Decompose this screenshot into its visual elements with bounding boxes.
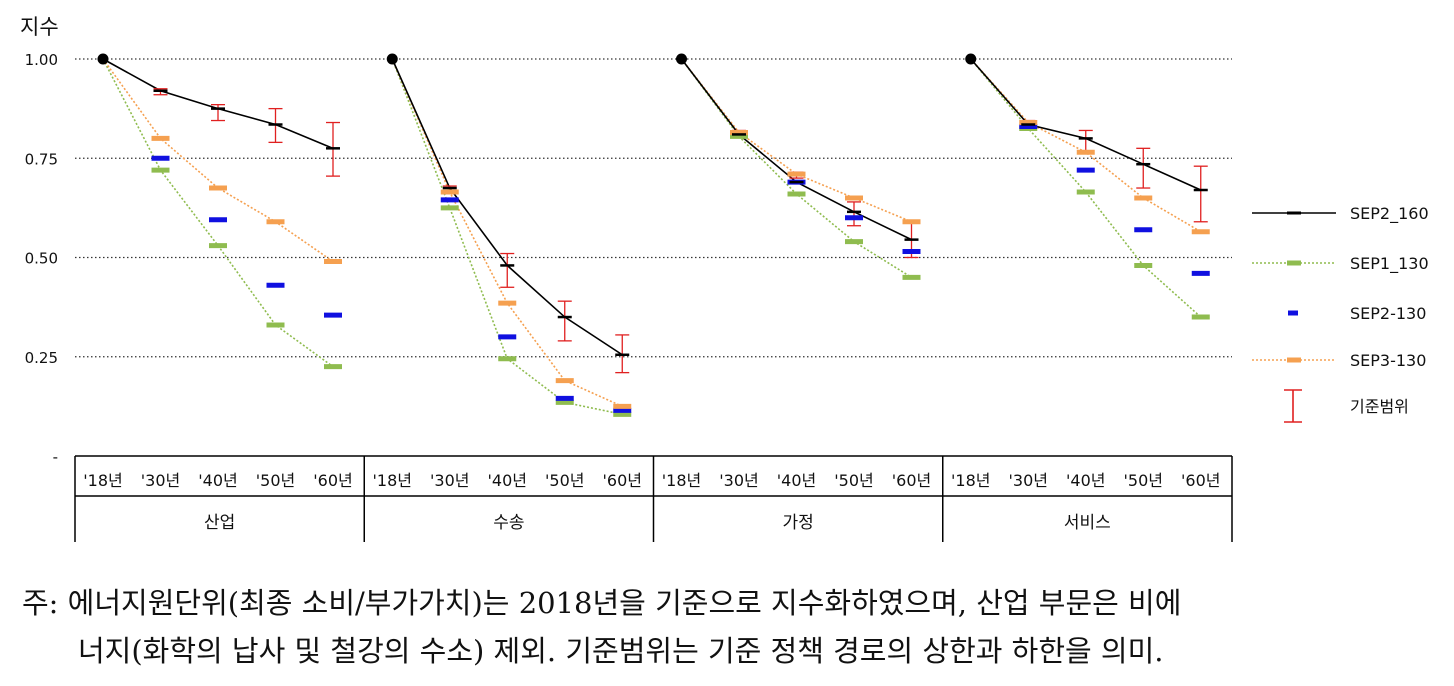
legend-label: SEP2-130 bbox=[1350, 304, 1426, 323]
x-tick-label: '50년 bbox=[256, 471, 295, 490]
x-tick-label: '40년 bbox=[777, 471, 816, 490]
legend-label: SEP1_130 bbox=[1350, 254, 1429, 274]
x-tick-label: '50년 bbox=[834, 471, 873, 490]
base-point bbox=[97, 53, 109, 65]
series-line-sep3-130 bbox=[680, 58, 912, 223]
x-tick-label: '18년 bbox=[662, 471, 701, 490]
x-tick-label: '60년 bbox=[1181, 471, 1220, 490]
group-label: 수송 bbox=[493, 513, 524, 533]
index-chart: 지수 1.00 0.75 0.50 0.25 - '18년 '30년 '40년 '50년 '60년산… bbox=[20, 15, 1429, 542]
x-tick-label: '18년 bbox=[373, 471, 412, 490]
x-tick-label: '30년 bbox=[1009, 471, 1048, 490]
y-tick-label: - bbox=[53, 448, 58, 466]
y-tick-label: 1.00 bbox=[25, 51, 58, 69]
group-label: 서비스 bbox=[1064, 513, 1111, 533]
legend-label: SEP2_160 bbox=[1350, 204, 1429, 224]
x-tick-label: '40년 bbox=[1066, 471, 1105, 490]
x-tick-label: '60년 bbox=[313, 471, 352, 490]
x-tick-label: '50년 bbox=[1124, 471, 1163, 490]
series-line-sep3-130 bbox=[391, 58, 623, 408]
footnote-line-2: 너지(화학의 납사 및 철강의 수소) 제외. 기준범위는 기준 정책 경로의 … bbox=[78, 634, 1164, 668]
footnote-line-1: 주: 에너지원단위(최종 소비/부가가치)는 2018년을 기준으로 지수화하였… bbox=[22, 586, 1182, 620]
y-tick-label: 0.50 bbox=[25, 250, 58, 268]
group-label: 가정 bbox=[782, 513, 813, 533]
y-tick-label: 0.25 bbox=[25, 349, 58, 367]
base-point bbox=[676, 53, 687, 65]
legend-label: SEP3-130 bbox=[1350, 351, 1426, 370]
series-line-sep3-130 bbox=[970, 58, 1202, 233]
group-label: 산업 bbox=[204, 513, 235, 533]
series-line-sep2_160 bbox=[102, 58, 334, 150]
base-point bbox=[386, 53, 398, 65]
x-tick-label: '30년 bbox=[141, 471, 180, 490]
x-tick-label: '40년 bbox=[198, 471, 237, 490]
series-line-sep3-130 bbox=[102, 58, 334, 263]
x-tick-label: '60년 bbox=[892, 471, 931, 490]
x-tick-label: '50년 bbox=[545, 471, 584, 490]
x-tick-label: '60년 bbox=[603, 471, 642, 490]
series-line-sep1_130 bbox=[680, 58, 912, 279]
legend-label: 기준범위 bbox=[1350, 397, 1409, 416]
x-tick-label: '40년 bbox=[488, 471, 527, 490]
y-axis-label: 지수 bbox=[20, 15, 59, 39]
series-line-sep1_130 bbox=[102, 58, 334, 368]
x-tick-label: '18년 bbox=[951, 471, 990, 490]
series-line-sep2_160 bbox=[391, 58, 623, 356]
y-tick-label: 0.75 bbox=[25, 150, 58, 168]
series-line-sep1_130 bbox=[970, 58, 1202, 318]
series-line-sep2_160 bbox=[680, 58, 912, 241]
x-tick-label: '30년 bbox=[430, 471, 469, 490]
base-point bbox=[965, 53, 977, 65]
x-tick-label: '18년 bbox=[83, 471, 122, 490]
x-tick-label: '30년 bbox=[719, 471, 758, 490]
